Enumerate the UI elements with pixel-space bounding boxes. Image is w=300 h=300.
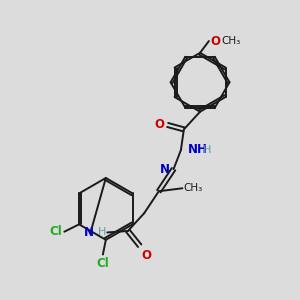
Text: N: N [160,163,170,176]
Text: H: H [98,227,106,237]
Text: Cl: Cl [49,225,62,238]
Text: O: O [155,118,165,131]
Text: CH₃: CH₃ [221,36,241,46]
Text: Cl: Cl [97,257,109,271]
Text: CH₃: CH₃ [184,183,203,193]
Text: N: N [83,226,94,239]
Text: H: H [203,145,211,155]
Text: O: O [141,249,151,262]
Text: O: O [210,34,220,48]
Text: NH: NH [188,143,207,157]
